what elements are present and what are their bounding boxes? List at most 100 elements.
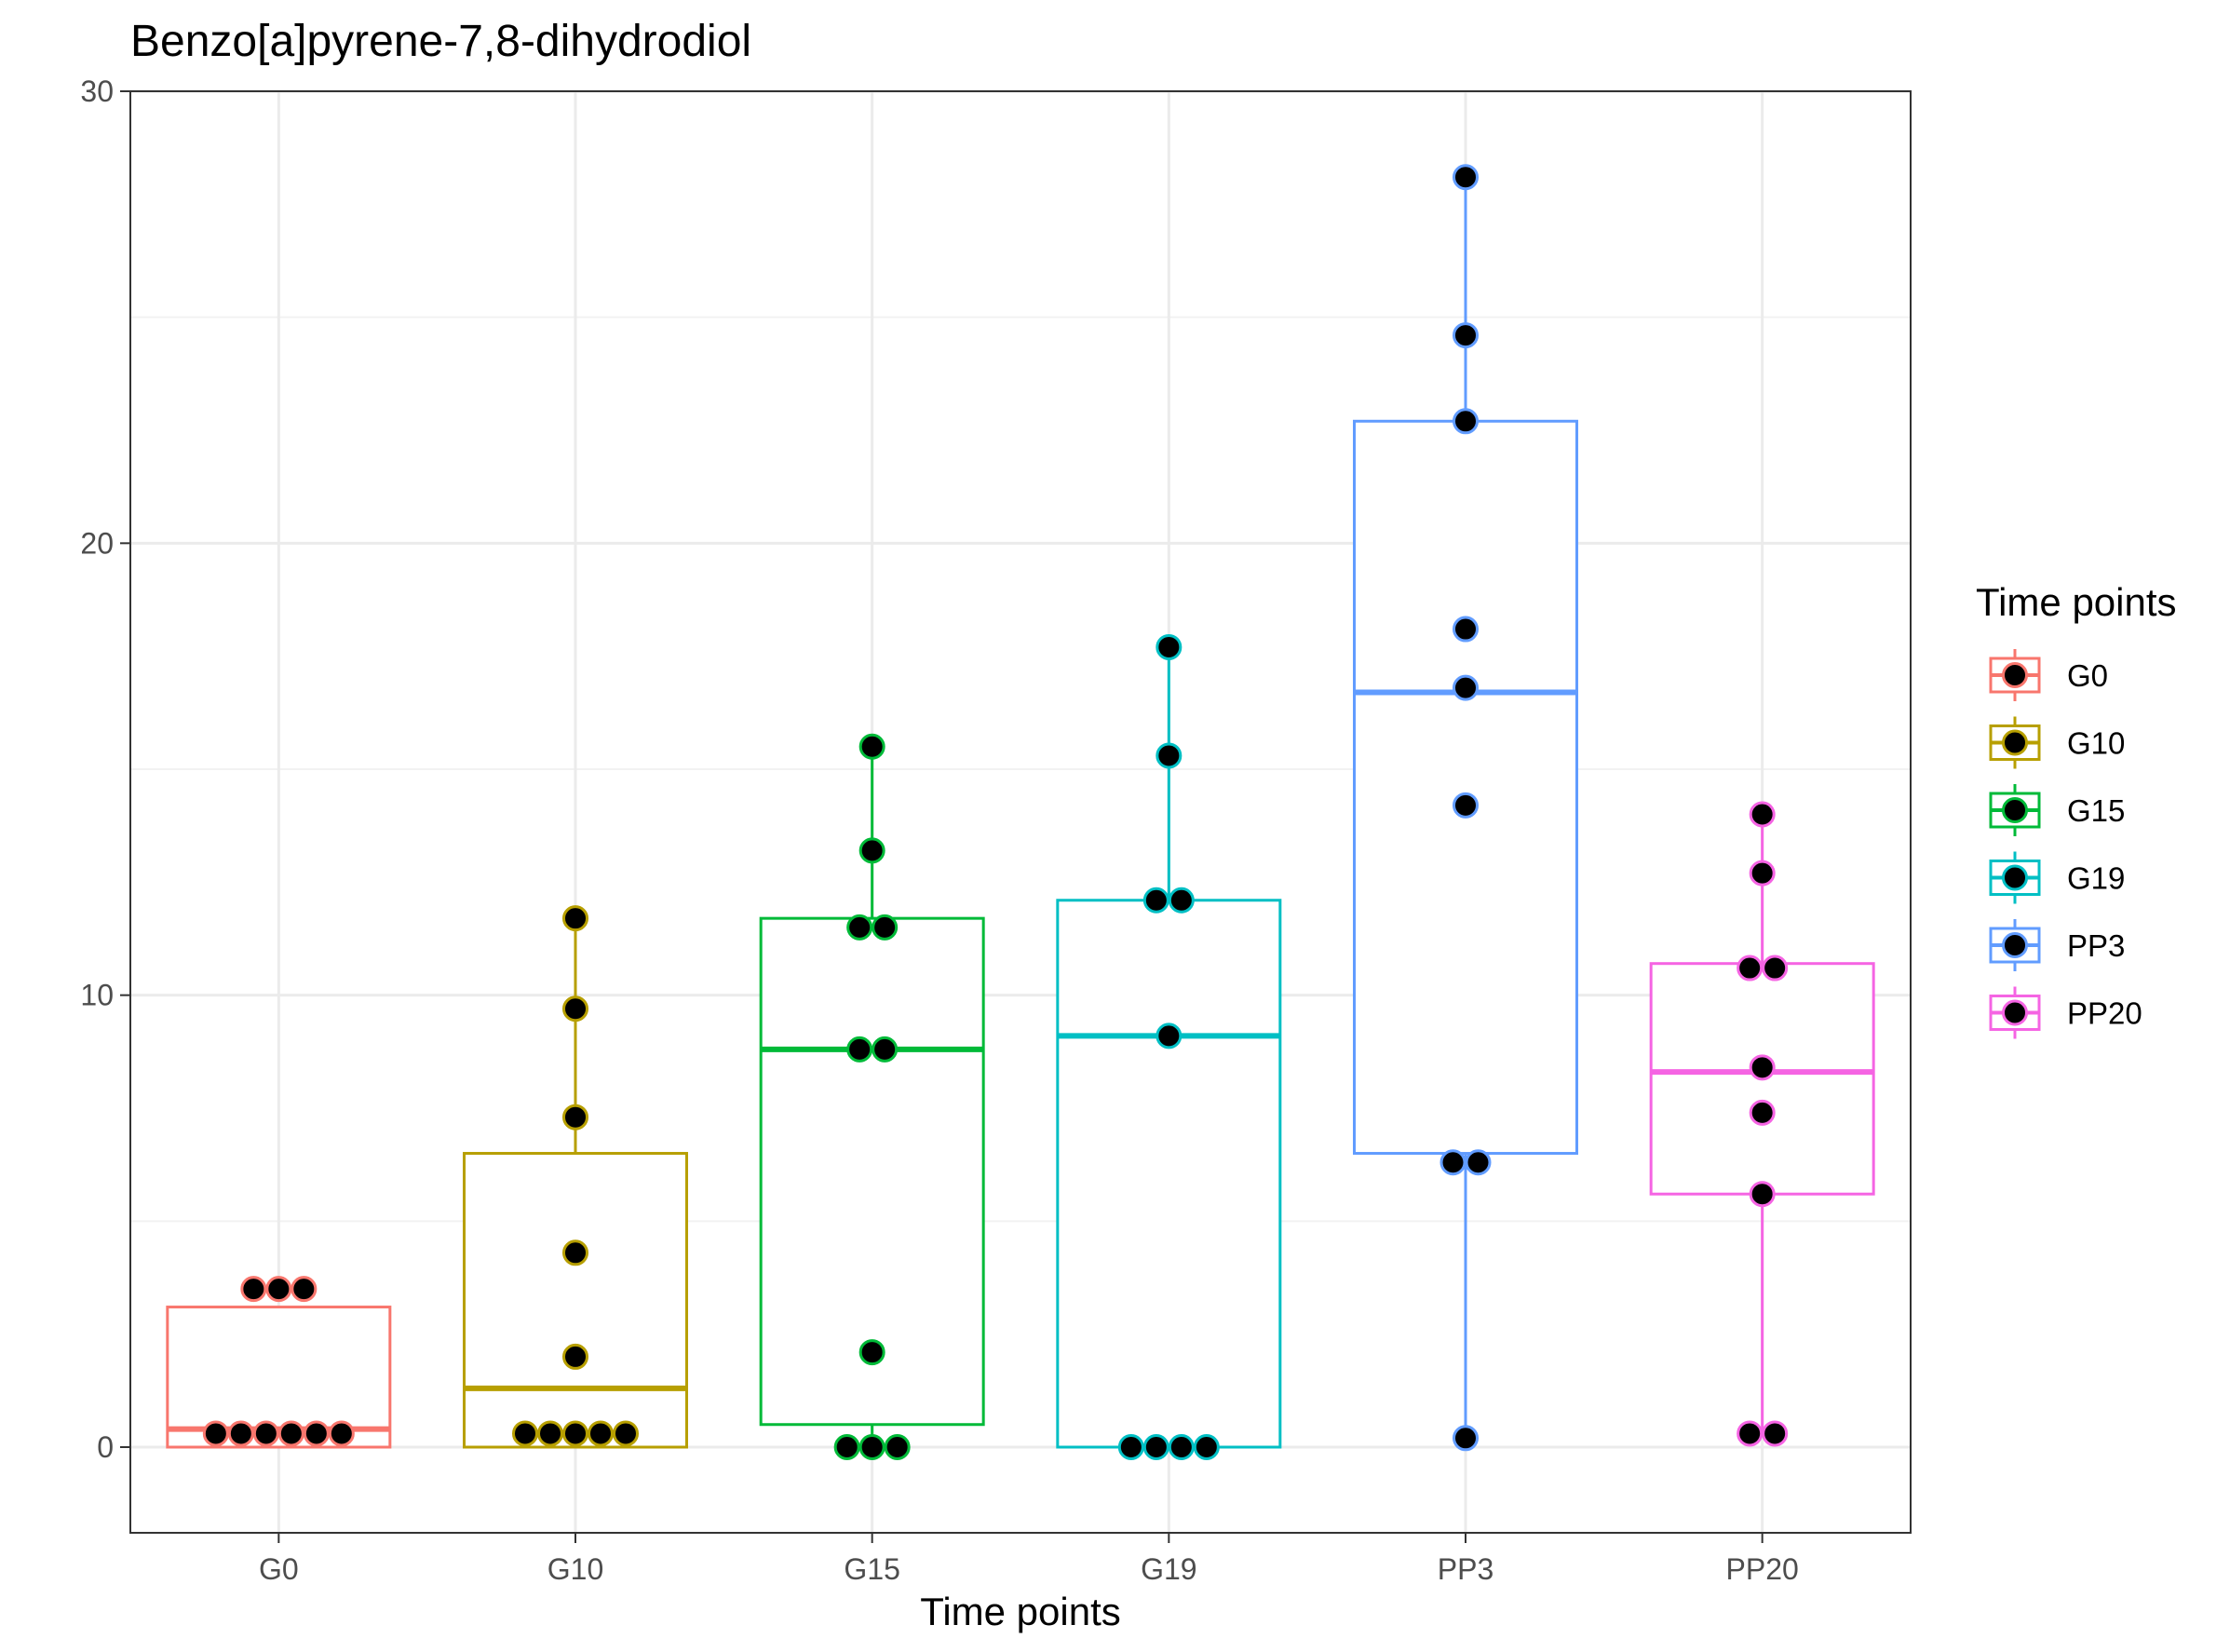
data-point — [252, 1420, 279, 1447]
legend-title: Time points — [1976, 580, 2177, 624]
data-point — [1453, 616, 1479, 643]
data-point — [1762, 1420, 1789, 1447]
data-point — [328, 1420, 355, 1447]
legend-label: PP3 — [2067, 928, 2125, 963]
points-g19 — [1117, 633, 1220, 1460]
data-point — [1156, 633, 1183, 660]
y-tick-label: 10 — [80, 979, 114, 1012]
data-point — [872, 1036, 899, 1063]
data-point — [277, 1420, 304, 1447]
data-point — [1749, 1181, 1776, 1208]
data-point — [240, 1276, 267, 1303]
data-point — [1749, 1099, 1776, 1126]
legend-label: G0 — [2067, 658, 2108, 693]
data-point — [833, 1434, 860, 1460]
data-point — [846, 1036, 873, 1063]
legend-item-g10: G10 — [1989, 716, 2125, 769]
data-point — [562, 995, 588, 1022]
legend-item-g0: G0 — [1989, 649, 2108, 701]
data-point — [588, 1420, 614, 1447]
box-pp3 — [1353, 177, 1578, 1439]
legend-item-pp3: PP3 — [1989, 919, 2125, 971]
iqr-box — [166, 1306, 392, 1449]
legend-key-point — [2002, 999, 2028, 1026]
legend-label: G15 — [2067, 793, 2125, 828]
points-pp3 — [1439, 164, 1492, 1452]
chart-title: Benzo[a]pyrene-7,8-dihydrodiol — [130, 17, 751, 66]
box-series-layer — [166, 177, 1875, 1449]
data-point — [858, 1434, 885, 1460]
data-point — [291, 1276, 318, 1303]
legend-key-point — [2002, 864, 2028, 891]
data-point — [562, 905, 588, 932]
data-point — [1453, 674, 1479, 701]
data-point — [562, 1343, 588, 1370]
data-point — [1737, 955, 1764, 982]
y-tick-label: 0 — [97, 1430, 114, 1464]
data-point — [858, 1339, 885, 1366]
data-point — [858, 733, 885, 760]
legend-item-g19: G19 — [1989, 851, 2125, 904]
x-tick-label: G10 — [547, 1552, 603, 1586]
data-point — [858, 837, 885, 864]
iqr-box — [1056, 899, 1282, 1449]
y-tick-label: 20 — [80, 526, 114, 560]
data-point — [884, 1434, 911, 1460]
data-point — [1737, 1420, 1764, 1447]
data-point — [562, 1420, 588, 1447]
points-pp20 — [1737, 801, 1789, 1447]
data-point — [1453, 792, 1479, 819]
data-point — [1465, 1149, 1492, 1176]
box-g0 — [166, 1306, 392, 1449]
x-tick-label: PP3 — [1438, 1552, 1493, 1586]
data-point — [1749, 801, 1776, 828]
legend-key-point — [2002, 797, 2028, 823]
points-g15 — [833, 733, 911, 1460]
data-point — [1168, 1434, 1195, 1460]
y-tick-label: 30 — [80, 74, 114, 108]
data-point — [265, 1276, 292, 1303]
data-points-layer — [202, 164, 1789, 1460]
data-point — [562, 1104, 588, 1131]
box-g10 — [463, 918, 688, 1449]
iqr-box — [1353, 419, 1578, 1156]
legend-key-point — [2002, 729, 2028, 756]
legend: Time points G0 G10 G15 G19 PP3 PP20 — [1976, 580, 2177, 1039]
x-tick-label: G15 — [844, 1552, 899, 1586]
x-tick-label: PP20 — [1726, 1552, 1799, 1586]
data-point — [1142, 1434, 1169, 1460]
data-point — [846, 914, 873, 941]
legend-item-g15: G15 — [1989, 784, 2125, 836]
data-point — [613, 1420, 639, 1447]
data-point — [303, 1420, 330, 1447]
legend-key-point — [2002, 932, 2028, 958]
data-point — [512, 1420, 538, 1447]
data-point — [1453, 1425, 1479, 1452]
x-axis-title: Time points — [920, 1590, 1121, 1633]
plot-panel-border — [129, 90, 1912, 1534]
data-point — [562, 1239, 588, 1266]
iqr-box — [463, 1152, 688, 1449]
data-point — [1142, 887, 1169, 914]
data-point — [1749, 860, 1776, 887]
data-point — [1749, 1054, 1776, 1081]
data-point — [227, 1420, 254, 1447]
data-point — [1156, 742, 1183, 769]
points-g0 — [202, 1276, 355, 1447]
box-g19 — [1056, 646, 1282, 1449]
data-point — [1762, 955, 1789, 982]
legend-label: G19 — [2067, 861, 2125, 896]
data-point — [1156, 1022, 1183, 1049]
legend-key-point — [2002, 662, 2028, 688]
x-tick-label: G0 — [259, 1552, 299, 1586]
data-point — [202, 1420, 229, 1447]
legend-label: G10 — [2067, 726, 2125, 761]
legend-item-pp20: PP20 — [1989, 986, 2142, 1039]
data-point — [1453, 322, 1479, 349]
x-tick-label: G19 — [1141, 1552, 1196, 1586]
points-g10 — [512, 905, 639, 1447]
data-point — [1168, 887, 1195, 914]
data-point — [1117, 1434, 1144, 1460]
